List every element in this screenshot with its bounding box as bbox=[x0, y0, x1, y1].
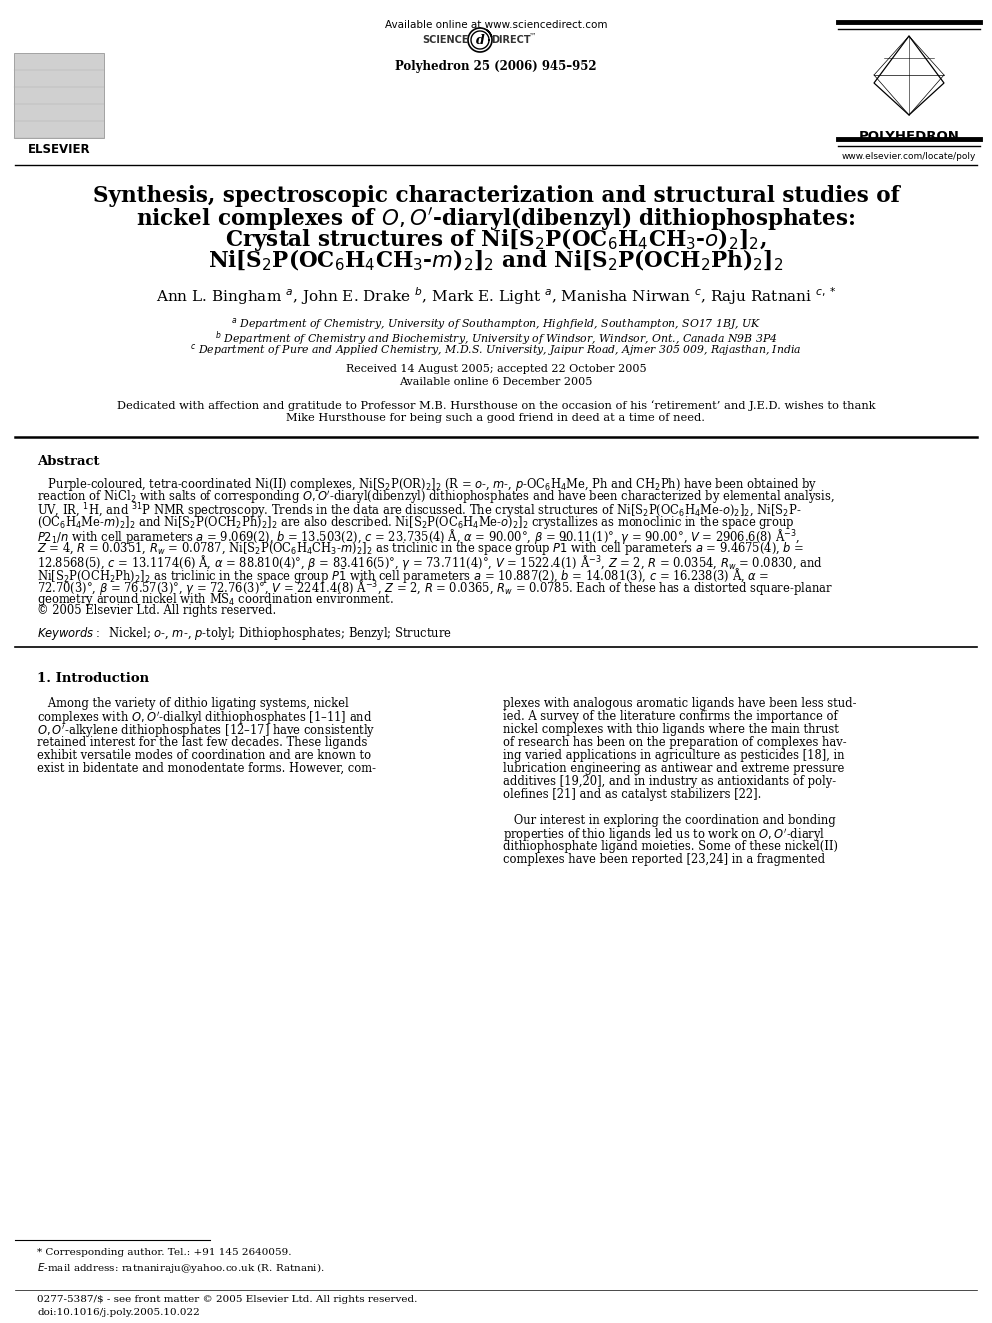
Text: d: d bbox=[475, 33, 484, 46]
Text: Our interest in exploring the coordination and bonding: Our interest in exploring the coordinati… bbox=[503, 814, 835, 827]
Text: POLYHEDRON: POLYHEDRON bbox=[858, 130, 959, 143]
Text: $\mathit{Keywords:}$  Nickel; $o$-, $m$-, $p$-tolyl; Dithiophosphates; Benzyl; S: $\mathit{Keywords:}$ Nickel; $o$-, $m$-,… bbox=[37, 624, 452, 642]
Text: $^{b}$ Department of Chemistry and Biochemistry, University of Windsor, Windsor,: $^{b}$ Department of Chemistry and Bioch… bbox=[214, 329, 778, 348]
Text: dithiophosphate ligand moieties. Some of these nickel(II): dithiophosphate ligand moieties. Some of… bbox=[503, 840, 838, 853]
Text: * Corresponding author. Tel.: +91 145 2640059.: * Corresponding author. Tel.: +91 145 26… bbox=[37, 1248, 292, 1257]
Text: Received 14 August 2005; accepted 22 October 2005: Received 14 August 2005; accepted 22 Oct… bbox=[345, 364, 647, 374]
Text: reaction of NiCl$_2$ with salts of corresponding $O,O'$-diaryl(dibenzyl) dithiop: reaction of NiCl$_2$ with salts of corre… bbox=[37, 488, 835, 507]
Text: $E$-mail address: ratnaniraju@yahoo.co.uk (R. Ratnani).: $E$-mail address: ratnaniraju@yahoo.co.u… bbox=[37, 1261, 324, 1275]
Text: $P2_1/n$ with cell parameters $a$ = 9.069(2), $b$ = 13.503(2), $c$ = 23.735(4) Å: $P2_1/n$ with cell parameters $a$ = 9.06… bbox=[37, 527, 801, 546]
Text: 12.8568(5), $c$ = 13.1174(6) Å, $\alpha$ = 88.810(4)°, $\beta$ = 83.416(5)°, $\g: 12.8568(5), $c$ = 13.1174(6) Å, $\alpha$… bbox=[37, 553, 822, 572]
Text: 72.70(3)°, $\beta$ = 76.57(3)°, $\gamma$ = 72.76(3)°, $V$ = 2241.4(8) Å$^{-3}$, : 72.70(3)°, $\beta$ = 76.57(3)°, $\gamma$… bbox=[37, 578, 833, 598]
Text: $^{a}$ Department of Chemistry, University of Southampton, Highfield, Southampto: $^{a}$ Department of Chemistry, Universi… bbox=[231, 316, 761, 332]
Text: ing varied applications in agriculture as pesticides [18], in: ing varied applications in agriculture a… bbox=[503, 749, 844, 762]
Text: nickel complexes with thio ligands where the main thrust: nickel complexes with thio ligands where… bbox=[503, 722, 839, 736]
Text: olefines [21] and as catalyst stabilizers [22].: olefines [21] and as catalyst stabilizer… bbox=[503, 787, 762, 800]
Text: complexes have been reported [23,24] in a fragmented: complexes have been reported [23,24] in … bbox=[503, 853, 825, 865]
Text: additives [19,20], and in industry as antioxidants of poly-: additives [19,20], and in industry as an… bbox=[503, 775, 836, 787]
Text: Abstract: Abstract bbox=[37, 455, 99, 468]
Text: Mike Hursthouse for being such a good friend in deed at a time of need.: Mike Hursthouse for being such a good fr… bbox=[287, 413, 705, 423]
Text: 1. Introduction: 1. Introduction bbox=[37, 672, 149, 685]
Text: plexes with analogous aromatic ligands have been less stud-: plexes with analogous aromatic ligands h… bbox=[503, 697, 856, 710]
Text: Ni[S$_2$P(OCH$_2$Ph)$_2$]$_2$ as triclinic in the space group $P\bar{1}$ with ce: Ni[S$_2$P(OCH$_2$Ph)$_2$]$_2$ as triclin… bbox=[37, 566, 770, 585]
Text: DIRECT: DIRECT bbox=[491, 34, 531, 45]
Text: geometry around nickel with MS$_4$ coordination environment.: geometry around nickel with MS$_4$ coord… bbox=[37, 591, 394, 609]
Text: ™: ™ bbox=[529, 32, 537, 41]
Text: $O,O'$-alkylene dithiophosphates [12–17] have consistently: $O,O'$-alkylene dithiophosphates [12–17]… bbox=[37, 722, 375, 741]
Text: (OC$_6$H$_4$Me-$m$)$_2$]$_2$ and Ni[S$_2$P(OCH$_2$Ph)$_2$]$_2$ are also describe: (OC$_6$H$_4$Me-$m$)$_2$]$_2$ and Ni[S$_2… bbox=[37, 515, 795, 532]
Text: $Z$ = 4, $R$ = 0.0351, $R_w$ = 0.0787, Ni[S$_2$P(OC$_6$H$_4$CH$_3$-$m$)$_2$]$_2$: $Z$ = 4, $R$ = 0.0351, $R_w$ = 0.0787, N… bbox=[37, 540, 805, 558]
Text: Ann L. Bingham $^{a}$, John E. Drake $^{b}$, Mark E. Light $^{a}$, Manisha Nirwa: Ann L. Bingham $^{a}$, John E. Drake $^{… bbox=[156, 284, 836, 307]
Text: doi:10.1016/j.poly.2005.10.022: doi:10.1016/j.poly.2005.10.022 bbox=[37, 1308, 199, 1316]
Text: Purple-coloured, tetra-coordinated Ni(II) complexes, Ni[S$_2$P(OR)$_2$]$_2$ (R =: Purple-coloured, tetra-coordinated Ni(II… bbox=[37, 476, 817, 493]
Bar bbox=[14, 53, 104, 138]
Text: © 2005 Elsevier Ltd. All rights reserved.: © 2005 Elsevier Ltd. All rights reserved… bbox=[37, 605, 276, 617]
Text: www.elsevier.com/locate/poly: www.elsevier.com/locate/poly bbox=[842, 152, 976, 161]
Text: Available online 6 December 2005: Available online 6 December 2005 bbox=[400, 377, 592, 388]
Text: ied. A survey of the literature confirms the importance of: ied. A survey of the literature confirms… bbox=[503, 710, 838, 722]
Text: lubrication engineering as antiwear and extreme pressure: lubrication engineering as antiwear and … bbox=[503, 762, 844, 775]
Text: $^{c}$ Department of Pure and Applied Chemistry, M.D.S. University, Jaipur Road,: $^{c}$ Department of Pure and Applied Ch… bbox=[190, 343, 802, 359]
Text: complexes with $O,O'$-dialkyl dithiophosphates [1–11] and: complexes with $O,O'$-dialkyl dithiophos… bbox=[37, 710, 372, 728]
Text: Crystal structures of Ni[S$_2$P(OC$_6$H$_4$CH$_3$-$o$)$_2$]$_2$,: Crystal structures of Ni[S$_2$P(OC$_6$H$… bbox=[225, 226, 767, 253]
Text: of research has been on the preparation of complexes hav-: of research has been on the preparation … bbox=[503, 736, 846, 749]
Text: exhibit versatile modes of coordination and are known to: exhibit versatile modes of coordination … bbox=[37, 749, 371, 762]
Text: exist in bidentate and monodentate forms. However, com-: exist in bidentate and monodentate forms… bbox=[37, 762, 376, 775]
Text: Polyhedron 25 (2006) 945–952: Polyhedron 25 (2006) 945–952 bbox=[395, 60, 597, 73]
Text: Ni[S$_2$P(OC$_6$H$_4$CH$_3$-$m$)$_2$]$_2$ and Ni[S$_2$P(OCH$_2$Ph)$_2$]$_2$: Ni[S$_2$P(OC$_6$H$_4$CH$_3$-$m$)$_2$]$_2… bbox=[208, 247, 784, 274]
Text: 0277-5387/$ - see front matter © 2005 Elsevier Ltd. All rights reserved.: 0277-5387/$ - see front matter © 2005 El… bbox=[37, 1295, 418, 1304]
Text: properties of thio ligands led us to work on $O,O'$-diaryl: properties of thio ligands led us to wor… bbox=[503, 827, 825, 844]
Text: Dedicated with affection and gratitude to Professor M.B. Hursthouse on the occas: Dedicated with affection and gratitude t… bbox=[117, 400, 875, 410]
Text: UV, IR, $^1$H, and $^{31}$P NMR spectroscopy. Trends in the data are discussed. : UV, IR, $^1$H, and $^{31}$P NMR spectros… bbox=[37, 501, 802, 521]
Text: Available online at www.sciencedirect.com: Available online at www.sciencedirect.co… bbox=[385, 20, 607, 30]
Text: Synthesis, spectroscopic characterization and structural studies of: Synthesis, spectroscopic characterizatio… bbox=[92, 185, 900, 206]
Text: retained interest for the last few decades. These ligands: retained interest for the last few decad… bbox=[37, 736, 367, 749]
Text: SCIENCE: SCIENCE bbox=[423, 34, 469, 45]
Text: Among the variety of dithio ligating systems, nickel: Among the variety of dithio ligating sys… bbox=[37, 697, 349, 710]
Text: nickel complexes of $\mathit{O,O'}$-diaryl(dibenzyl) dithiophosphates:: nickel complexes of $\mathit{O,O'}$-diar… bbox=[136, 205, 856, 232]
Text: ELSEVIER: ELSEVIER bbox=[28, 143, 90, 156]
